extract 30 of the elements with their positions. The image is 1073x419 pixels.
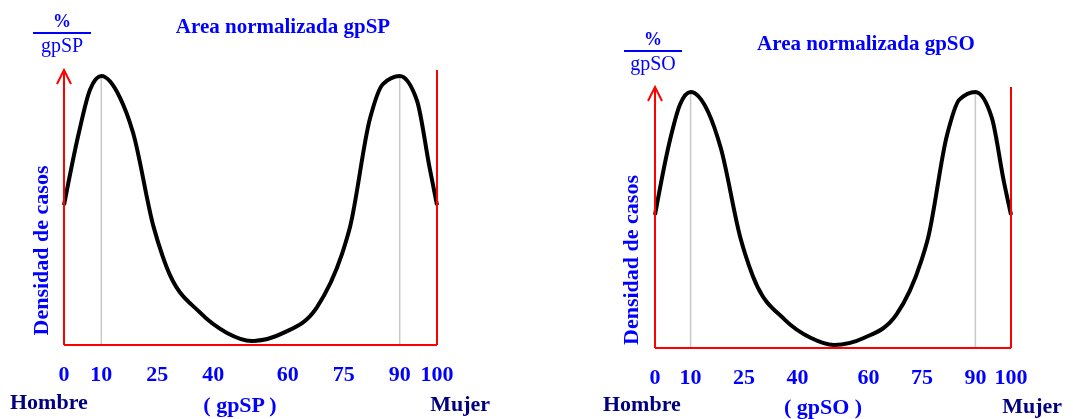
- x-tick-label: 25: [146, 361, 169, 386]
- text: gpSO: [630, 52, 676, 75]
- text: Mujer: [1002, 393, 1063, 418]
- text: Hombre: [10, 389, 89, 414]
- x-tick-label: 75: [332, 361, 355, 386]
- x-tick-label: 0: [58, 361, 70, 386]
- text: %: [53, 11, 71, 31]
- x-tick-label: 60: [276, 361, 299, 386]
- x-tick-label: 100: [994, 364, 1028, 389]
- text: %: [644, 29, 662, 49]
- x-axis-title: ( gpSO ): [783, 394, 863, 419]
- x-tick-label: 40: [786, 364, 809, 389]
- text: gpSP: [40, 34, 84, 57]
- chart-title: Area normalizada gpSO: [757, 31, 975, 55]
- x-tick-label: 25: [733, 364, 755, 389]
- x-tick-label: 10: [679, 364, 702, 389]
- text: Hombre: [603, 391, 682, 416]
- x-tick-label: 60: [857, 364, 880, 389]
- x-tick-label: 100: [420, 361, 454, 386]
- x-tick-label: 0: [649, 364, 661, 389]
- x-tick-label: 40: [202, 361, 225, 386]
- y-axis-title: Densidad de casos: [28, 165, 53, 336]
- x-tick-label: 90: [964, 364, 987, 389]
- text: Mujer: [430, 391, 491, 416]
- x-tick-label: 10: [90, 361, 113, 386]
- x-axis-title: ( gpSP ): [203, 392, 277, 417]
- x-tick-label: 90: [388, 361, 411, 386]
- y-axis-title: Densidad de casos: [618, 174, 643, 345]
- x-tick-label: 75: [911, 364, 933, 389]
- chart-title: Area normalizada gpSP: [175, 14, 391, 38]
